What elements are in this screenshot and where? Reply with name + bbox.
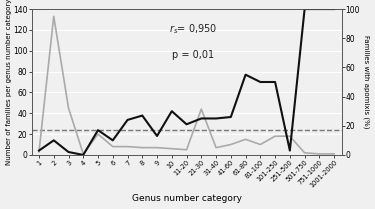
Text: $r_s$= 0,950

p = 0,01: $r_s$= 0,950 p = 0,01	[169, 23, 217, 60]
X-axis label: Genus number category: Genus number category	[132, 194, 242, 203]
Y-axis label: Families with apomixis (%): Families with apomixis (%)	[363, 35, 369, 129]
Y-axis label: Number of families per genus number category: Number of families per genus number cate…	[6, 0, 12, 165]
